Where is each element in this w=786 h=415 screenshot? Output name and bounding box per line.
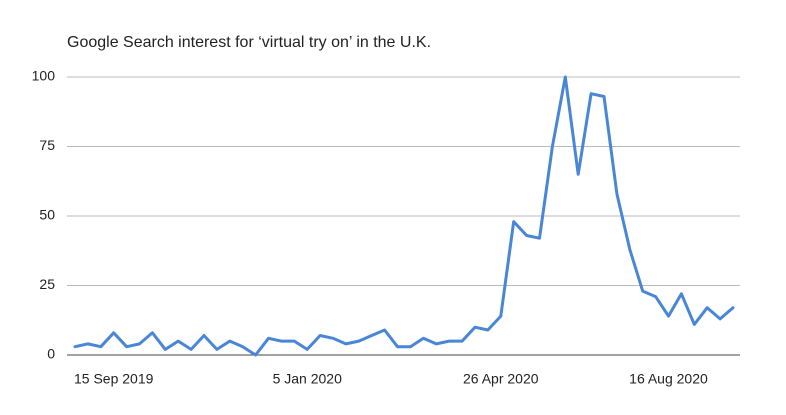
- y-tick-label: 50: [39, 207, 55, 223]
- x-tick-label: 5 Jan 2020: [273, 371, 342, 387]
- y-tick-label: 100: [32, 68, 56, 84]
- y-tick-label: 75: [39, 137, 55, 153]
- y-tick-label: 25: [39, 276, 55, 292]
- data-line: [73, 75, 735, 357]
- x-tick-label: 15 Sep 2019: [74, 371, 154, 387]
- chart-title: Google Search interest for ‘virtual try …: [67, 34, 431, 51]
- x-tick-label: 26 Apr 2020: [463, 371, 539, 387]
- x-tick-label: 16 Aug 2020: [629, 371, 708, 387]
- y-tick-label: 0: [47, 346, 55, 362]
